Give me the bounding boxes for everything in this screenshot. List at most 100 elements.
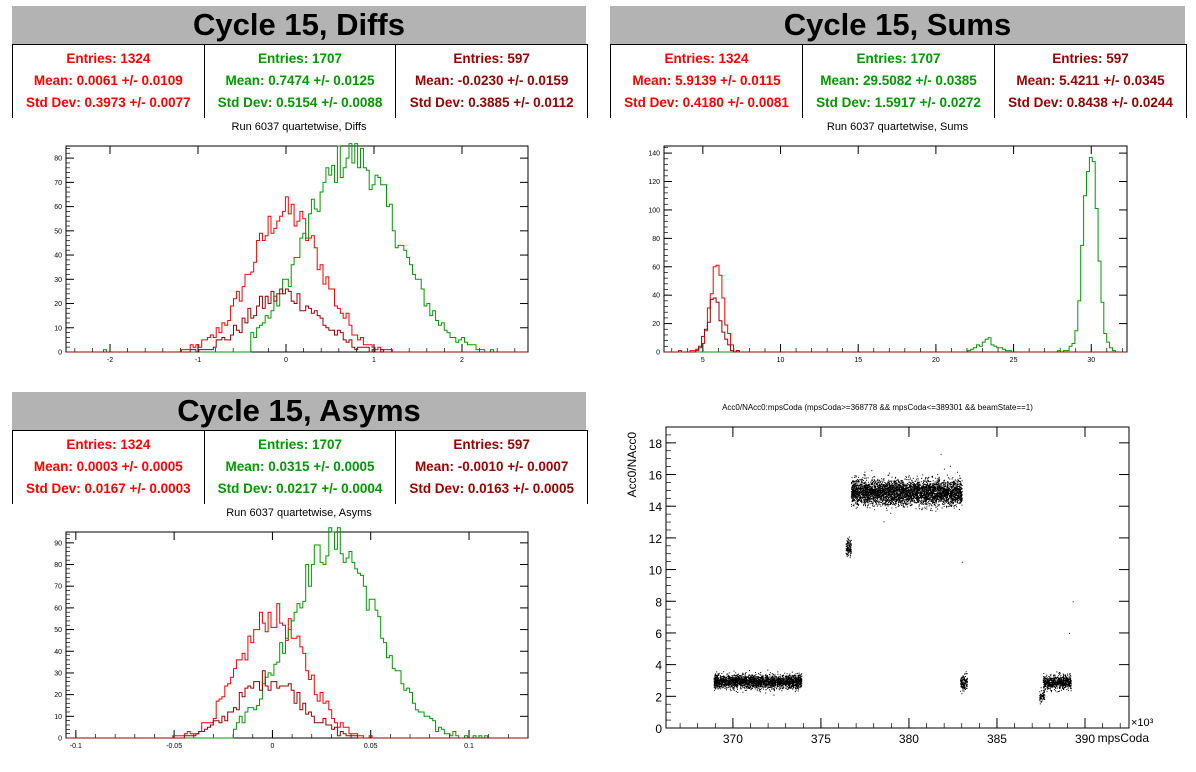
acc0-ytick-label: 4: [655, 659, 662, 673]
diffs-ytick-label: 60: [54, 204, 62, 211]
diffs-stat-1: Entries: 1707 Mean: 0.7474 +/- 0.0125 St…: [204, 44, 397, 118]
acc0-ytick-label: 6: [655, 627, 662, 641]
asyms-frame: [65, 531, 529, 739]
stat-entries: Entries: 597: [453, 436, 530, 452]
stat-mean: Mean: -0.0010 +/- 0.0007: [414, 458, 569, 474]
diffs-ytick-label: 0: [58, 350, 62, 357]
scatter-points: [713, 453, 1074, 705]
stat-mean: Mean: -0.0230 +/- 0.0159: [414, 72, 569, 88]
stat-std: Std Dev: 0.0217 +/- 0.0004: [217, 481, 383, 497]
asyms-series-2: [66, 670, 528, 739]
acc0-ytick-label: 0: [655, 722, 662, 736]
sums-stat-1: Entries: 1707 Mean: 29.5082 +/- 0.0385 S…: [803, 44, 995, 118]
diffs-title: Cycle 15, Diffs: [12, 6, 586, 44]
asyms-series-1: [66, 527, 528, 739]
diffs-series-0: [66, 196, 528, 353]
sums-series-1: [664, 156, 1127, 353]
asyms-series-0: [66, 603, 528, 739]
sums-stat-0: Entries: 1324 Mean: 5.9139 +/- 0.0115 St…: [611, 44, 803, 118]
diffs-xtick-label: 2: [460, 357, 464, 364]
stat-mean: Mean: 5.9139 +/- 0.0115: [632, 72, 781, 88]
asyms-title: Cycle 15, Asyms: [12, 392, 586, 430]
acc0-xtick-label: 385: [987, 732, 1007, 746]
asyms-ytick-label: 40: [54, 649, 62, 656]
sums-frame: [663, 145, 1128, 353]
sums-xtick-label: 10: [777, 357, 785, 364]
asyms-stat-2: Entries: 597 Mean: -0.0010 +/- 0.0007 St…: [396, 430, 588, 504]
diffs-ytick-label: 80: [54, 156, 62, 163]
asyms-xtick-label: 0.05: [364, 743, 378, 750]
sums-series-2: [664, 297, 1127, 353]
diffs-series-2: [66, 288, 528, 353]
stat-entries: Entries: 1707: [257, 436, 343, 452]
sums-stat-2: Entries: 597 Mean: 5.4211 +/- 0.0345 Std…: [995, 44, 1186, 118]
diffs-ytick-label: 10: [54, 325, 62, 332]
acc0-xtick-label: 375: [811, 732, 831, 746]
sums-xtick-label: 20: [932, 357, 940, 364]
stat-std: Std Dev: 1.5917 +/- 0.0272: [816, 95, 981, 111]
scatter-xlabel: mpsCoda: [1098, 731, 1150, 745]
stat-entries: Entries: 597: [453, 50, 530, 66]
stat-entries: Entries: 1707: [257, 50, 343, 66]
scatter-ylabel: Acc0/NAcc0: [625, 432, 639, 498]
acc0-ytick-label: 8: [655, 595, 662, 609]
diffs-xtick-label: 1: [372, 357, 376, 364]
asyms-ytick-label: 60: [54, 605, 62, 612]
acc0-xtick-label: 390: [1075, 732, 1095, 746]
sums-ytick-label: 0: [656, 350, 660, 357]
acc0-ytick-label: 2: [655, 690, 662, 704]
sums-xtick-label: 15: [854, 357, 862, 364]
stat-mean: Mean: 0.0061 +/- 0.0109: [33, 72, 183, 88]
stat-mean: Mean: 0.7474 +/- 0.0125: [225, 72, 375, 88]
asyms-ytick-label: 80: [54, 562, 62, 569]
asyms-xtick-label: -0.1: [70, 743, 82, 750]
acc0-ytick-label: 14: [649, 500, 663, 514]
diffs-stat-2: Entries: 597 Mean: -0.0230 +/- 0.0159 St…: [396, 44, 588, 118]
sums-ytick-label: 60: [652, 264, 660, 271]
stat-std: Std Dev: 0.4180 +/- 0.0081: [624, 95, 789, 111]
stat-mean: Mean: 0.0003 +/- 0.0005: [33, 458, 183, 474]
asyms-ytick-label: 70: [54, 584, 62, 591]
sums-subtitle: Run 6037 quartetwise, Sums: [826, 121, 969, 133]
acc0-ytick-label: 18: [649, 437, 663, 451]
stat-std: Std Dev: 0.0163 +/- 0.0005: [409, 481, 575, 497]
acc0-ytick-label: 16: [649, 469, 663, 483]
stat-std: Std Dev: 0.8438 +/- 0.0244: [1008, 95, 1173, 111]
sums-xtick-label: 30: [1087, 357, 1095, 364]
diffs-ytick-label: 40: [54, 253, 62, 260]
asyms-ytick-label: 0: [58, 736, 62, 743]
stat-std: Std Dev: 0.3973 +/- 0.0077: [25, 95, 191, 111]
diffs-xtick-label: -2: [107, 357, 113, 364]
asyms-stat-0: Entries: 1324 Mean: 0.0003 +/- 0.0005 St…: [13, 430, 205, 504]
acc0-xtick-label: 370: [723, 732, 743, 746]
sums-stats: Entries: 1324 Mean: 5.9139 +/- 0.0115 St…: [610, 44, 1187, 118]
sums-ytick-label: 140: [648, 151, 660, 158]
sums-ytick-label: 20: [652, 321, 660, 328]
diffs-xtick-label: 0: [284, 357, 288, 364]
diffs-stat-0: Entries: 1324 Mean: 0.0061 +/- 0.0109 St…: [13, 44, 205, 118]
scatter-title: Acc0/NAcc0:mpsCoda (mpsCoda>=368778 && m…: [722, 403, 1033, 412]
stat-std: Std Dev: 0.5154 +/- 0.0088: [217, 95, 383, 111]
stat-entries: Entries: 1324: [66, 50, 151, 66]
sums-ytick-label: 40: [652, 293, 660, 300]
diffs-frame: [65, 145, 529, 353]
asyms-xtick-label: 0: [270, 743, 274, 750]
stat-std: Std Dev: 0.3885 +/- 0.0112: [409, 95, 574, 111]
diffs-ytick-label: 50: [54, 228, 62, 235]
diffs-ytick-label: 20: [54, 301, 62, 308]
asyms-ytick-label: 10: [54, 714, 62, 721]
acc0-ytick-label: 12: [649, 532, 663, 546]
stat-entries: Entries: 597: [1052, 50, 1129, 66]
scatter-xexponent: ×10³: [1131, 717, 1154, 729]
diffs-stats: Entries: 1324 Mean: 0.0061 +/- 0.0109 St…: [12, 44, 588, 118]
stat-entries: Entries: 1324: [664, 50, 749, 66]
asyms-ytick-label: 30: [54, 670, 62, 677]
asyms-ytick-label: 20: [54, 692, 62, 699]
sums-title: Cycle 15, Sums: [610, 6, 1185, 44]
stat-entries: Entries: 1324: [66, 436, 151, 452]
sums-series-0: [664, 264, 1127, 353]
diffs-ytick-label: 70: [54, 180, 62, 187]
sums-ytick-label: 80: [652, 236, 660, 243]
sums-ytick-label: 120: [648, 179, 660, 186]
